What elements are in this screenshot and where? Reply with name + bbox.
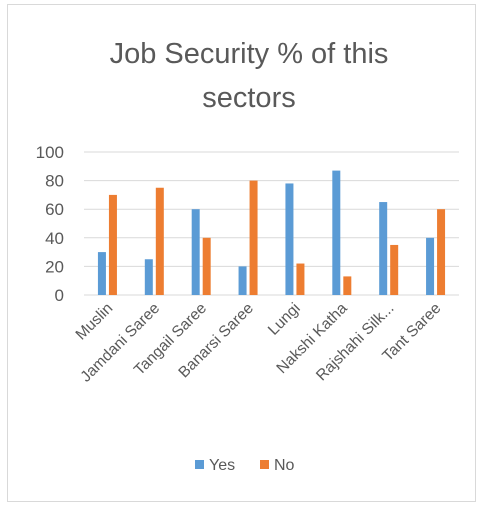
bars bbox=[97, 170, 446, 295]
bar-yes bbox=[285, 183, 294, 295]
y-tick-label: 40 bbox=[45, 229, 64, 248]
y-tick-label: 0 bbox=[55, 286, 64, 305]
x-category-label: Lungi bbox=[265, 300, 304, 339]
gridlines bbox=[84, 151, 459, 296]
bar-no bbox=[108, 194, 117, 295]
chart-title-line-2: sectors bbox=[202, 82, 295, 114]
bar-yes bbox=[426, 237, 435, 295]
y-tick-label: 20 bbox=[45, 257, 64, 276]
bar-yes bbox=[379, 202, 388, 295]
legend-swatch-no bbox=[260, 460, 269, 469]
y-tick-label: 80 bbox=[45, 172, 64, 191]
legend: Yes No bbox=[195, 457, 295, 474]
legend-label-no: No bbox=[274, 457, 295, 474]
y-tick-label: 100 bbox=[36, 143, 64, 162]
bar-yes bbox=[144, 259, 153, 295]
y-axis-ticks: 0 20 40 60 80 100 bbox=[36, 143, 64, 305]
bar-no bbox=[437, 209, 446, 295]
bar-no bbox=[249, 180, 258, 295]
chart-title-line-1: Job Security % of this bbox=[110, 38, 389, 70]
bar-no bbox=[343, 276, 352, 295]
bar-yes bbox=[238, 266, 247, 295]
bar-yes bbox=[191, 209, 200, 295]
bar-no bbox=[155, 187, 164, 295]
legend-label-yes: Yes bbox=[209, 457, 235, 474]
bar-no bbox=[202, 237, 211, 295]
bar-yes bbox=[97, 252, 106, 295]
bar-no bbox=[296, 263, 305, 295]
x-category-label: Muslin bbox=[73, 300, 117, 344]
bar-yes bbox=[332, 170, 341, 295]
bar-no bbox=[390, 244, 399, 295]
y-tick-label: 60 bbox=[45, 200, 64, 219]
legend-swatch-yes bbox=[195, 460, 204, 469]
